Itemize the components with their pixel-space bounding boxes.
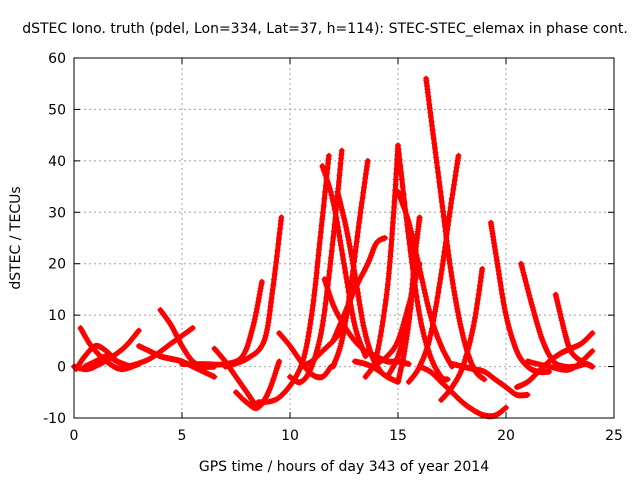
y-tick-label: 60: [48, 51, 66, 67]
x-tick-label: 15: [389, 428, 407, 444]
x-tick-label: 0: [70, 428, 79, 444]
x-tick-label: 10: [281, 428, 299, 444]
x-tick-label: 5: [178, 428, 187, 444]
series-trace: [518, 261, 595, 370]
plus-markers: [81, 353, 134, 370]
y-tick-label: 20: [48, 257, 66, 273]
series-trace: [255, 153, 332, 406]
chart-title: dSTEC Iono. truth (pdel, Lon=334, Lat=37…: [22, 21, 628, 37]
plus-markers: [449, 361, 531, 399]
plus-markers: [395, 250, 419, 385]
series-arc-22: [362, 142, 401, 380]
plot-frame: [73, 57, 615, 419]
plus-markers: [423, 75, 488, 383]
series-arc-32: [449, 361, 531, 399]
plus-markers: [222, 214, 285, 370]
series-arc-07: [125, 325, 196, 370]
plus-markers: [487, 219, 553, 376]
series-arc-33: [487, 219, 553, 376]
x-axis-label: GPS time / hours of day 343 of year 2014: [199, 459, 489, 475]
plus-markers: [438, 265, 486, 403]
x-tick-label: 20: [497, 428, 515, 444]
plus-markers: [362, 142, 401, 380]
series-trace: [488, 220, 552, 375]
series-arc-12: [254, 152, 332, 406]
y-axis-label: dSTEC / TECUs: [8, 186, 24, 289]
series-arc-37: [524, 348, 596, 373]
y-tick-label: 30: [48, 205, 66, 221]
series-arc-10: [233, 358, 283, 412]
series-trace: [179, 279, 265, 368]
x-tick-label: 25: [605, 428, 623, 444]
plus-markers: [254, 152, 332, 406]
series-arc-15: [319, 163, 369, 360]
y-tick-label: -10: [43, 411, 66, 427]
plus-markers: [125, 325, 196, 370]
plus-markers: [524, 348, 596, 373]
series-arc-04: [81, 353, 134, 370]
y-tick-label: 50: [48, 102, 66, 118]
data-marks: [71, 75, 596, 420]
series-arc-28: [395, 250, 419, 385]
y-tick-label: 0: [57, 360, 66, 376]
y-tick-label: 40: [48, 154, 66, 170]
y-tick-label: 10: [48, 308, 66, 324]
plus-markers: [233, 358, 283, 412]
series-arc-14: [276, 330, 334, 381]
series-arc-11: [222, 214, 285, 370]
plus-markers: [330, 235, 388, 344]
